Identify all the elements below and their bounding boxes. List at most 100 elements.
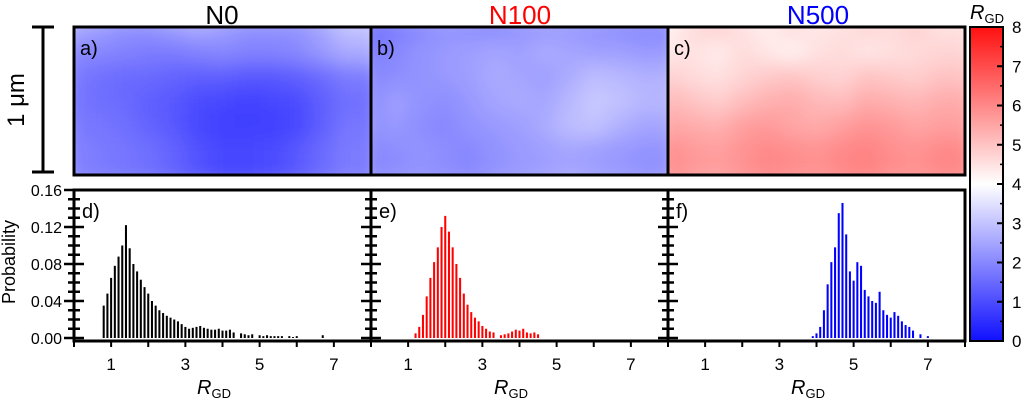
histogram-bar	[421, 314, 424, 339]
scale-bar	[32, 25, 54, 174]
histogram-bar	[121, 245, 124, 338]
histogram-bar	[280, 336, 283, 338]
histogram-bar	[826, 284, 829, 338]
histogram-bar	[447, 231, 450, 339]
y-tick-label: 0.00	[31, 331, 62, 348]
colorbar-label: RGD	[970, 2, 1004, 26]
histogram-bar	[863, 289, 866, 338]
histogram-bar	[102, 305, 105, 339]
histogram-bar	[481, 325, 484, 338]
histogram-bar	[529, 333, 532, 339]
y-tick-label: 0.04	[31, 294, 62, 311]
histogram-bar	[173, 319, 176, 338]
x-tick-label: 5	[255, 355, 264, 374]
colorbar-tick-label: 2	[1012, 254, 1021, 273]
histogram-bar	[273, 336, 276, 338]
y-tick-label: 0.12	[31, 220, 62, 237]
title-n500: N500	[787, 0, 849, 30]
histogram-bar	[154, 305, 157, 339]
histogram-bar	[459, 277, 462, 339]
histogram-bar	[837, 213, 840, 339]
histogram-bar	[886, 314, 889, 339]
histogram-bar	[485, 328, 488, 338]
histogram-bar	[852, 280, 855, 338]
histogram-bar	[110, 277, 113, 339]
histogram-n100: 1 3 5 7	[361, 188, 669, 374]
histogram-bar	[139, 279, 142, 338]
histogram-bar	[830, 262, 833, 338]
colorbar-tick-label: 0	[1012, 332, 1021, 351]
histogram-bar	[217, 328, 220, 338]
histogram-bar	[243, 334, 246, 338]
x-axis-label-f: RGD	[791, 377, 825, 401]
histogram-bar	[470, 312, 473, 338]
histogram-bar	[113, 265, 116, 338]
histogram-bar	[889, 317, 892, 338]
colorbar-tick-label: 6	[1012, 97, 1021, 116]
histogram-bar	[822, 310, 825, 338]
histogram-bar	[860, 265, 863, 338]
histogram-bar	[176, 321, 179, 338]
colorbar-tick-label: 1	[1012, 293, 1021, 312]
x-tick-label: 3	[478, 355, 487, 374]
x-tick-label: 1	[106, 355, 115, 374]
panel-label-f: f)	[676, 201, 688, 223]
histogram-bar	[845, 234, 848, 338]
histogram-bar	[251, 334, 254, 338]
colorbar-tick-label: 4	[1012, 175, 1021, 194]
histogram-bar	[136, 271, 139, 338]
histogram-bar	[232, 332, 235, 338]
histogram-bar	[180, 324, 183, 339]
histogram-bar	[225, 330, 228, 338]
histogram-bar	[811, 336, 814, 338]
histogram-bar	[162, 313, 165, 338]
histogram-n500: 1 3 5 7	[658, 188, 966, 374]
x-tick-label: 3	[181, 355, 190, 374]
x-tick-label: 7	[923, 355, 932, 374]
histogram-bar	[184, 326, 187, 338]
histogram-bar	[158, 310, 161, 338]
histogram-bar	[425, 296, 428, 339]
histogram-bar	[900, 321, 903, 338]
colorbar-tick-label: 5	[1012, 136, 1021, 155]
histogram-bar	[143, 287, 146, 339]
histogram-bar	[893, 312, 896, 338]
x-tick-label: 5	[552, 355, 561, 374]
histogram-bar	[503, 334, 506, 338]
histogram-bar	[221, 330, 224, 338]
histogram-bar	[188, 328, 191, 338]
histogram-bar	[518, 330, 521, 338]
histogram-bar	[228, 329, 231, 338]
histogram-bar	[871, 301, 874, 338]
histogram-bar	[492, 332, 495, 338]
histogram-bar	[815, 333, 818, 339]
histogram-bar	[147, 293, 150, 338]
histogram-bar	[269, 336, 272, 338]
histogram-bar	[165, 315, 168, 338]
histogram-bar	[451, 247, 454, 338]
heatmap-cell	[333, 138, 371, 175]
heatmap-cell	[927, 138, 965, 175]
histogram-bar	[444, 215, 447, 338]
histogram-bar	[440, 227, 443, 338]
colorbar-tick-label: 7	[1012, 57, 1021, 76]
histogram-bar	[908, 326, 911, 338]
histogram-bar	[266, 335, 269, 338]
histogram-bar	[262, 336, 265, 338]
colorbar-tick-label: 8	[1012, 18, 1021, 37]
histogram-bar	[128, 248, 131, 338]
colorbar-tick-label: 3	[1012, 214, 1021, 233]
histogram-bar	[199, 325, 202, 338]
panel-label-d: d)	[82, 201, 100, 223]
histogram-bar	[191, 327, 194, 338]
histogram-bar	[202, 327, 205, 338]
panel-label-a: a)	[80, 38, 98, 60]
histogram-bar	[499, 335, 502, 338]
map-frame-c	[666, 25, 967, 177]
histogram-bar	[210, 329, 213, 338]
x-tick-label: 7	[329, 355, 338, 374]
y-tick-label: 0.16	[31, 183, 62, 200]
histogram-bar	[240, 333, 243, 339]
histogram-bar	[462, 293, 465, 338]
